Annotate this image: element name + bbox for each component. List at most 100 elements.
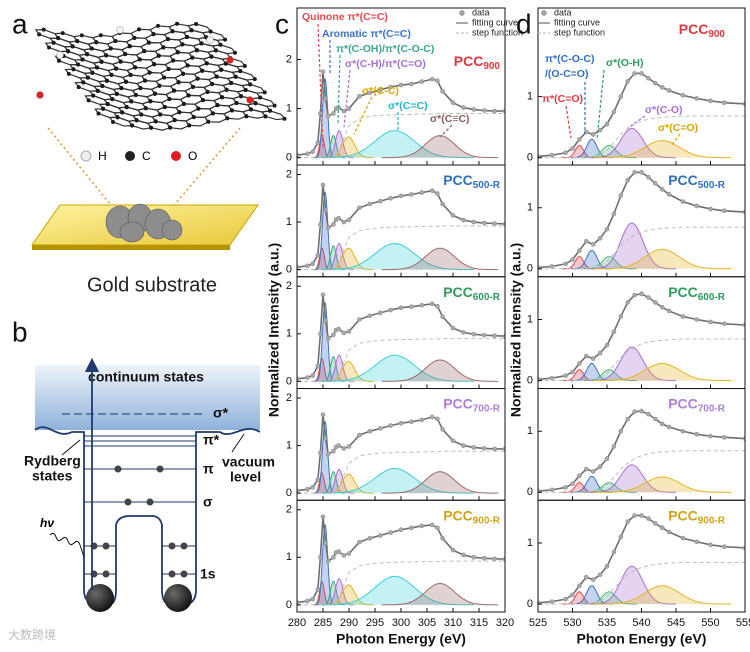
x-tick-label: 285 xyxy=(314,617,332,629)
carbon-atom xyxy=(104,53,109,58)
annotation: σ*(C-C) xyxy=(362,85,399,97)
data-point xyxy=(694,203,700,209)
peak xyxy=(593,585,732,605)
data-point xyxy=(708,206,713,212)
carbon-atom xyxy=(134,118,139,123)
title-main: PCC xyxy=(454,53,484,69)
data-point xyxy=(398,527,404,533)
carbon-atom xyxy=(167,96,172,101)
carbon-atom xyxy=(242,63,247,68)
carbon-atom xyxy=(151,32,156,37)
title-main: PCC xyxy=(668,172,698,188)
data-point xyxy=(666,308,672,314)
carbon-atom xyxy=(80,57,85,62)
data-point xyxy=(388,195,393,201)
data-point xyxy=(320,69,326,75)
data-point xyxy=(315,477,321,483)
data-point xyxy=(336,549,341,554)
data-point xyxy=(652,521,658,526)
carbon-atom xyxy=(138,86,143,91)
title-sub: 700-R xyxy=(698,403,726,414)
legend-label: step function xyxy=(472,27,523,37)
peak xyxy=(324,578,354,606)
carbon-atom xyxy=(214,74,219,79)
carbon-atom xyxy=(109,72,114,77)
carbon-atom xyxy=(267,108,272,113)
y-tick-label: 0 xyxy=(527,152,533,164)
subplot: 0 1 2 280 285 290 295 300 305 310 315 320 PCC900-R xyxy=(286,499,514,629)
data-point xyxy=(331,448,336,454)
x-tick-label: 525 xyxy=(529,617,547,629)
y-tick-label: 1 xyxy=(527,202,533,214)
carbon-atom xyxy=(204,61,209,66)
x-axis-title: Photon Energy (eV) xyxy=(577,631,707,647)
carbon-atom xyxy=(224,87,229,92)
annotation: π*(C=O) xyxy=(542,93,583,105)
carbon-atom xyxy=(171,58,176,63)
data-point xyxy=(708,433,713,439)
data-point xyxy=(346,444,352,449)
carbon-atom xyxy=(258,95,263,100)
y-tick-label: 0 xyxy=(527,374,533,386)
carbon-atom xyxy=(272,103,277,108)
data-point xyxy=(450,547,456,553)
data-point xyxy=(583,466,589,472)
data-point xyxy=(409,192,414,197)
hydrogen-atom xyxy=(116,26,124,34)
y-tick-label: 1 xyxy=(286,439,292,451)
carbon-atom xyxy=(205,89,210,94)
data-point xyxy=(461,330,466,335)
carbon-atom xyxy=(133,65,138,70)
carbon-atom xyxy=(115,115,120,120)
photon-label: hν xyxy=(40,516,54,530)
data-point xyxy=(320,514,326,520)
peak xyxy=(315,467,474,494)
data-point xyxy=(646,174,651,180)
subplot-title: PCC500-R xyxy=(668,172,726,191)
carbon-atom xyxy=(152,62,157,67)
data-point xyxy=(618,314,624,319)
carbon-atom xyxy=(171,88,176,93)
data-point xyxy=(323,436,328,441)
vacuum-label: level xyxy=(230,469,261,485)
peak xyxy=(593,476,732,493)
y-tick-label: 1 xyxy=(286,328,292,340)
data-point xyxy=(632,513,637,518)
annotation-arrow xyxy=(565,105,572,139)
peak xyxy=(381,471,499,494)
subplot-title: PCC600-R xyxy=(443,283,501,302)
subplot: 0 1 2 PCC600-R xyxy=(286,276,506,389)
carbon-atom xyxy=(124,105,129,110)
data-point xyxy=(409,419,414,425)
data-point xyxy=(440,89,445,94)
data-point xyxy=(461,217,466,223)
carbon-atom xyxy=(223,37,228,42)
carbon-atom xyxy=(79,33,84,38)
data-point xyxy=(549,152,555,158)
data-point xyxy=(357,539,362,545)
data-point xyxy=(440,314,445,319)
data-point xyxy=(652,80,658,86)
data-point xyxy=(325,225,331,231)
y-tick-label: 2 xyxy=(286,504,292,516)
carbon-atom xyxy=(120,110,125,115)
carbon-atom xyxy=(75,62,80,67)
carbon-atom xyxy=(153,119,158,124)
data-point xyxy=(604,456,610,462)
peak xyxy=(324,242,354,271)
annotation: σ*(C≡C) xyxy=(430,113,470,125)
carbon-atom xyxy=(158,112,163,117)
data-point xyxy=(666,424,672,430)
peak xyxy=(593,248,732,270)
data-point xyxy=(377,310,383,316)
nucleus xyxy=(86,584,114,612)
data-point xyxy=(346,106,352,111)
annotation: σ*(C-O) xyxy=(645,104,683,116)
data-point xyxy=(331,222,336,227)
data-point xyxy=(346,551,352,556)
hexagon xyxy=(261,110,286,121)
data-point xyxy=(409,81,414,87)
data-point xyxy=(440,535,445,541)
legend-label: fitting curve xyxy=(472,17,518,27)
annotation: σ*(O-H) xyxy=(606,57,644,69)
